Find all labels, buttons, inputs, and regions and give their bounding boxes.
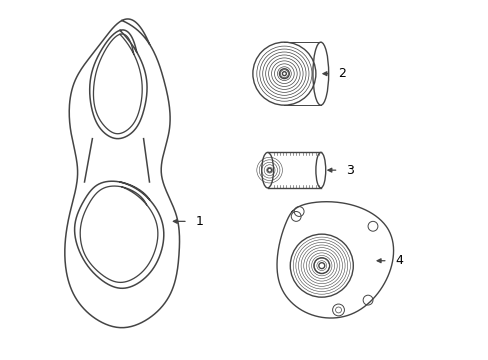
- Text: 1: 1: [195, 215, 203, 228]
- Text: 2: 2: [338, 67, 346, 80]
- Text: 4: 4: [395, 254, 403, 267]
- Text: 3: 3: [346, 164, 353, 177]
